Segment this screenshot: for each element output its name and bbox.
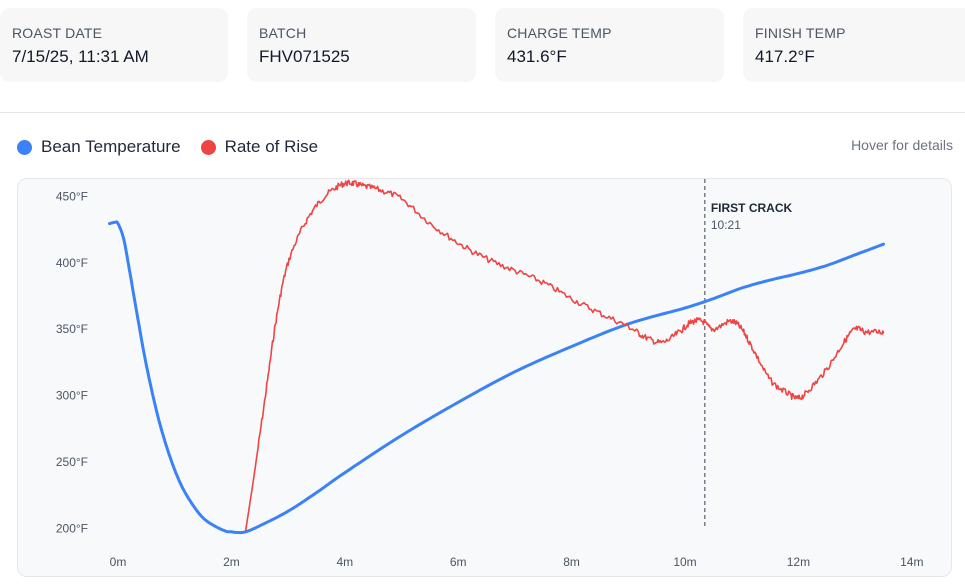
- legend-dot-icon: [200, 139, 216, 155]
- chart-area[interactable]: 200°F 250°F 300°F 350°F 400°F 450°F 0m 2m 4m 6m 8…: [17, 178, 952, 577]
- stat-value: 7/15/25, 11:31 AM: [12, 47, 149, 66]
- x-tick-label: 12m: [787, 555, 810, 569]
- bean-temperature-line[interactable]: [108, 220, 885, 535]
- stat-value: 417.2°F: [755, 47, 815, 66]
- x-axis: 0m 2m 4m 6m 8m 10m 12m 14m: [110, 555, 924, 569]
- stat-label: BATCH: [259, 25, 307, 41]
- x-tick-label: 8m: [563, 555, 580, 569]
- stat-value: 431.6°F: [507, 47, 567, 66]
- hover-hint: Hover for details: [851, 137, 953, 153]
- section-divider: [0, 112, 965, 113]
- x-tick-label: 2m: [223, 555, 240, 569]
- y-axis: 200°F 250°F 300°F 350°F 400°F 450°F: [56, 189, 88, 535]
- first-crack-time: 10:21: [711, 218, 741, 232]
- legend-dot-icon: [17, 139, 32, 155]
- first-crack-marker: FIRST CRACK 10:21: [704, 179, 793, 528]
- rate-of-rise-line[interactable]: [244, 179, 885, 532]
- legend-label: Bean Temperature: [41, 137, 181, 156]
- y-tick-label: 350°F: [56, 322, 88, 336]
- stat-card-charge-temp: CHARGE TEMP 431.6°F: [495, 8, 724, 82]
- roast-chart[interactable]: 200°F 250°F 300°F 350°F 400°F 450°F 0m 2m 4m 6m 8…: [18, 179, 952, 577]
- stat-label: ROAST DATE: [12, 25, 103, 41]
- stat-card-batch: BATCH FHV071525: [247, 8, 476, 82]
- stat-label: CHARGE TEMP: [507, 25, 612, 41]
- x-tick-label: 0m: [110, 555, 127, 569]
- series-lines: [108, 179, 885, 535]
- y-tick-label: 400°F: [56, 256, 88, 270]
- chart-legend: Bean Temperature Rate of Rise: [17, 136, 338, 158]
- legend-label: Rate of Rise: [224, 137, 319, 156]
- x-tick-label: 4m: [336, 555, 353, 569]
- stat-card-finish-temp: FINISH TEMP 417.2°F: [743, 8, 965, 82]
- x-tick-label: 10m: [673, 555, 696, 569]
- stat-value: FHV071525: [259, 47, 350, 66]
- y-tick-label: 300°F: [56, 389, 88, 403]
- first-crack-label: FIRST CRACK: [711, 201, 793, 215]
- x-tick-label: 14m: [900, 555, 923, 569]
- y-tick-label: 450°F: [56, 189, 88, 203]
- y-tick-label: 200°F: [56, 522, 88, 536]
- stats-cards: ROAST DATE 7/15/25, 11:31 AM BATCH FHV07…: [0, 8, 965, 82]
- x-tick-label: 6m: [450, 555, 467, 569]
- stat-label: FINISH TEMP: [755, 25, 846, 41]
- legend-item-rate-of-rise[interactable]: Rate of Rise: [200, 137, 319, 157]
- y-tick-label: 250°F: [56, 455, 88, 469]
- stat-card-roast-date: ROAST DATE 7/15/25, 11:31 AM: [0, 8, 228, 82]
- legend-item-bean-temperature[interactable]: Bean Temperature: [17, 137, 181, 157]
